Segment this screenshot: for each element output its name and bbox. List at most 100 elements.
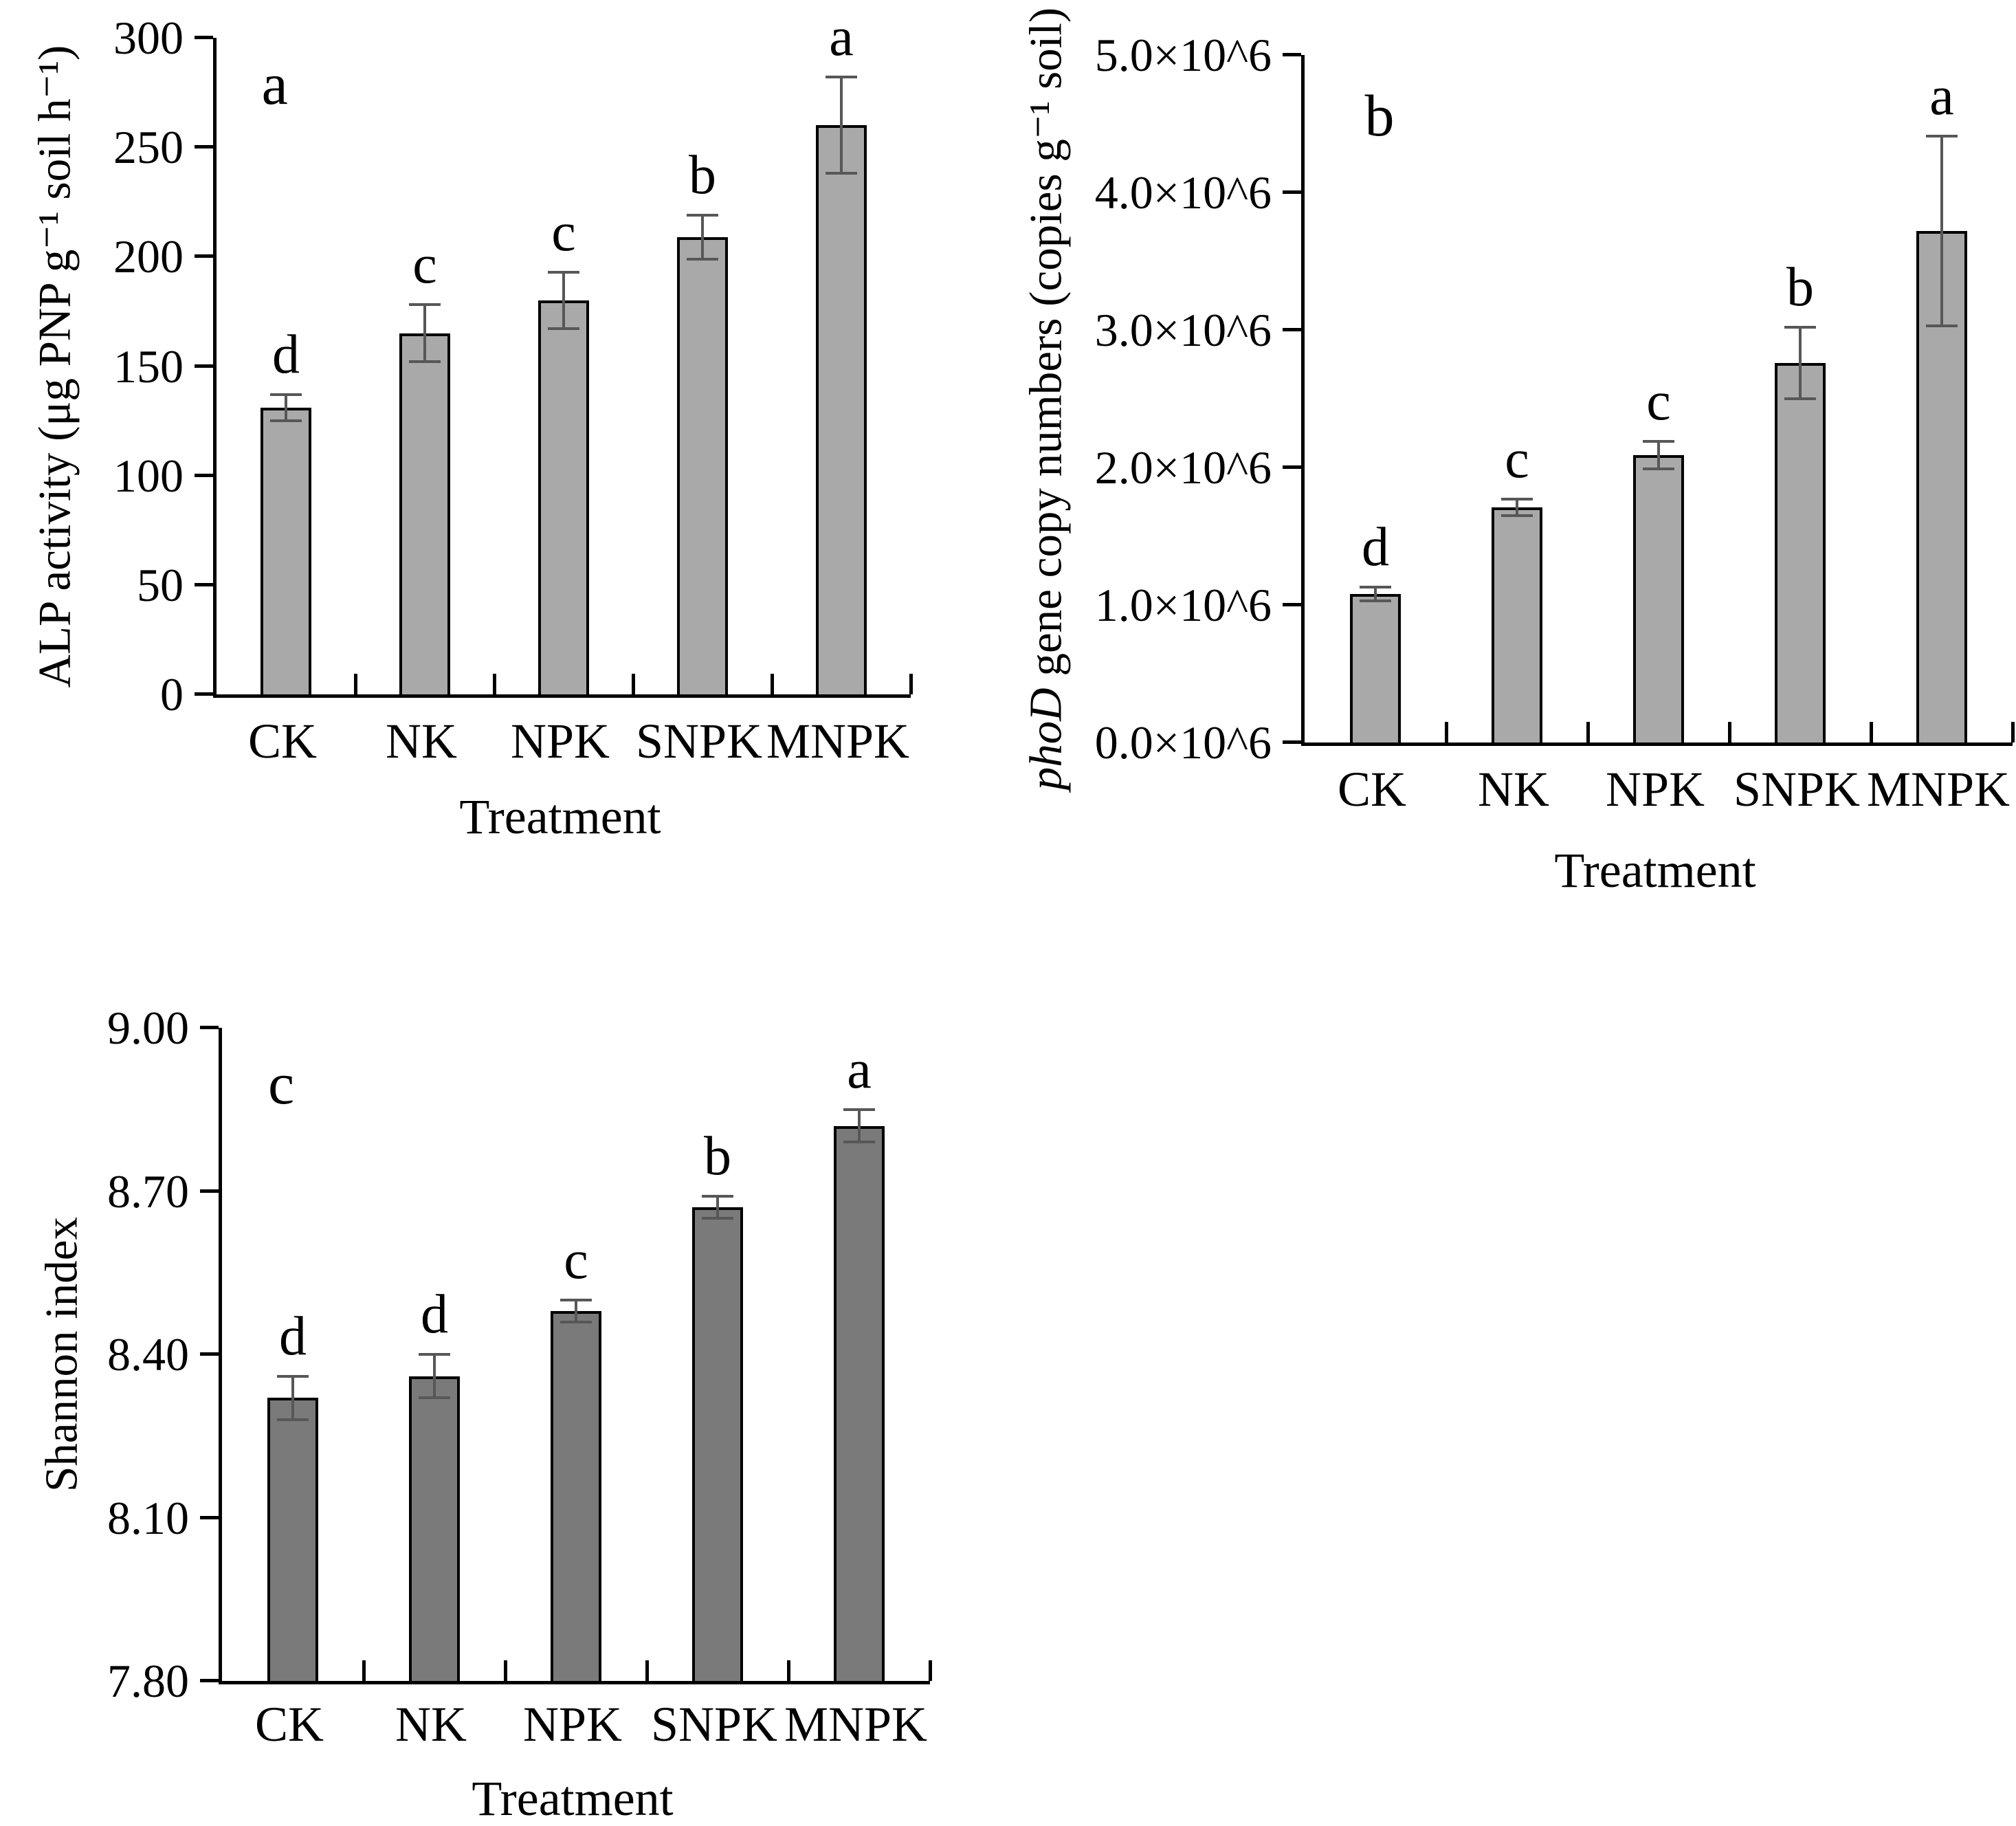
- error-bar-cap: [826, 76, 857, 79]
- significance-letter: c: [412, 234, 437, 296]
- x-category-labels-shannon: CK NK NPK SNPK MNPK: [219, 1700, 927, 1761]
- significance-letter: a: [829, 7, 854, 68]
- error-bar-cap: [548, 270, 579, 274]
- category-label: MNPK: [766, 714, 910, 769]
- error-bar: [291, 1376, 294, 1420]
- panel-shannon-index: Shannon index c 7.80 8.10 8.40 8.70 9.00 d d c b…: [0, 962, 983, 1825]
- y-axis-tick: [195, 582, 213, 586]
- x-axis-tick: [504, 1660, 507, 1681]
- y-axis-tick-label: 100: [113, 449, 184, 502]
- y-axis-tick: [200, 1189, 219, 1193]
- y-axis-tick-label: 8.70: [107, 1165, 189, 1218]
- error-bar-cap: [702, 1217, 733, 1220]
- error-bar-cap: [270, 393, 302, 396]
- y-axis-tick-label: 2.0×10^6: [1094, 441, 1272, 494]
- category-label: NPK: [1605, 762, 1705, 817]
- x-axis-tick: [1870, 722, 1873, 742]
- x-axis-tick: [1728, 722, 1731, 742]
- error-bar-cap: [1501, 514, 1533, 517]
- x-axis-tick: [929, 1660, 932, 1681]
- y-axis-tick-label: 3.0×10^6: [1094, 304, 1272, 356]
- error-bar-cap: [560, 1320, 592, 1323]
- y-axis-tick: [200, 1515, 219, 1519]
- category-label: CK: [247, 714, 318, 769]
- y-axis-tick: [1283, 328, 1301, 331]
- x-axis-tick: [909, 674, 913, 694]
- y-axis-title-text: phoD: [1020, 688, 1072, 791]
- significance-letter: d: [272, 324, 300, 385]
- error-bar: [1940, 136, 1943, 326]
- significance-letter: c: [551, 201, 576, 263]
- x-axis-title-phod: Treatment: [1554, 843, 1756, 898]
- error-bar-cap: [1501, 498, 1533, 500]
- y-axis-tick: [195, 145, 213, 149]
- significance-letter: d: [1362, 517, 1389, 578]
- error-bar-cap: [419, 1353, 450, 1356]
- error-bar: [858, 1109, 861, 1143]
- panel-alp-activity: ALP activity (μg PNP g⁻¹ soil h⁻¹) a 0 50…: [0, 0, 983, 894]
- y-axis-title-alp: ALP activity (μg PNP g⁻¹ soil h⁻¹): [30, 45, 80, 688]
- error-bar: [1374, 587, 1377, 601]
- bar-ck: [1350, 594, 1401, 742]
- error-bar: [716, 1196, 719, 1219]
- significance-letter: c: [1505, 429, 1529, 490]
- significance-letter: a: [847, 1039, 872, 1100]
- category-label: CK: [1337, 762, 1407, 817]
- category-label: NK: [1478, 762, 1549, 817]
- y-axis-tick-label: 8.10: [107, 1491, 189, 1544]
- error-bar-cap: [277, 1418, 309, 1421]
- error-bar-cap: [1643, 440, 1674, 443]
- error-bar-cap: [826, 172, 857, 175]
- error-bar: [1799, 327, 1802, 399]
- bar-npk: [538, 300, 589, 694]
- category-label: NPK: [510, 714, 610, 769]
- plot-area-shannon: c 7.80 8.10 8.40 8.70 9.00 d d c b a: [107, 1004, 932, 1704]
- y-axis-title-text: gene copy numbers (copies g⁻¹ soil): [1020, 7, 1072, 688]
- y-axis-tick: [1283, 53, 1301, 56]
- error-bar: [562, 272, 565, 329]
- error-bar-cap: [409, 303, 441, 307]
- x-axis-tick: [645, 1660, 649, 1681]
- y-axis-tick-label: 200: [113, 230, 184, 283]
- error-bar-cap: [419, 1396, 450, 1400]
- panel-letter-a: a: [261, 50, 288, 117]
- bar-mnpk: [816, 125, 867, 694]
- error-bar-cap: [1926, 135, 1958, 138]
- bar-snpk: [1775, 363, 1826, 742]
- plot-area-phod: b 0.0×10^6 1.0×10^6 2.0×10^6 3.0×10^6 4.0×10…: [1095, 32, 2015, 766]
- bar-snpk: [692, 1207, 743, 1681]
- error-bar: [840, 77, 843, 174]
- x-axis-tick: [354, 674, 357, 694]
- x-axis-tick: [2011, 722, 2015, 742]
- error-bar: [575, 1299, 577, 1322]
- category-label: SNPK: [650, 1697, 778, 1752]
- y-axis-tick-label: 5.0×10^6: [1094, 29, 1272, 81]
- category-label: SNPK: [1733, 762, 1861, 817]
- x-category-labels-phod: CK NK NPK SNPK MNPK: [1301, 762, 2011, 826]
- category-label: CK: [254, 1697, 324, 1752]
- error-bar-cap: [1360, 586, 1391, 588]
- error-bar-cap: [1926, 324, 1958, 327]
- x-axis-tick: [362, 1660, 366, 1681]
- error-bar-cap: [1643, 468, 1674, 470]
- error-bar-cap: [1360, 600, 1391, 602]
- significance-letter: b: [704, 1126, 731, 1187]
- bar-npk: [551, 1310, 601, 1681]
- category-label: MNPK: [1866, 762, 2011, 817]
- y-axis-tick: [195, 364, 213, 368]
- y-axis-title-phod: phoD gene copy numbers (copies g⁻¹ soil): [1020, 7, 1072, 791]
- y-axis-tick-label: 9.00: [107, 1002, 189, 1054]
- y-axis-tick-label: 4.0×10^6: [1094, 166, 1272, 219]
- bar-nk: [409, 1376, 460, 1681]
- error-bar: [285, 394, 287, 421]
- significance-letter: c: [1646, 371, 1671, 432]
- x-axis-title-alp: Treatment: [459, 789, 661, 844]
- bar-mnpk: [834, 1125, 885, 1681]
- bar-ck: [267, 1398, 318, 1681]
- category-label: MNPK: [784, 1697, 928, 1752]
- x-category-labels-alp: CK NK NPK SNPK MNPK: [213, 714, 910, 778]
- error-bar-cap: [687, 213, 718, 217]
- error-bar-cap: [548, 327, 579, 331]
- y-axis-title-text: Shannon index: [36, 1216, 87, 1493]
